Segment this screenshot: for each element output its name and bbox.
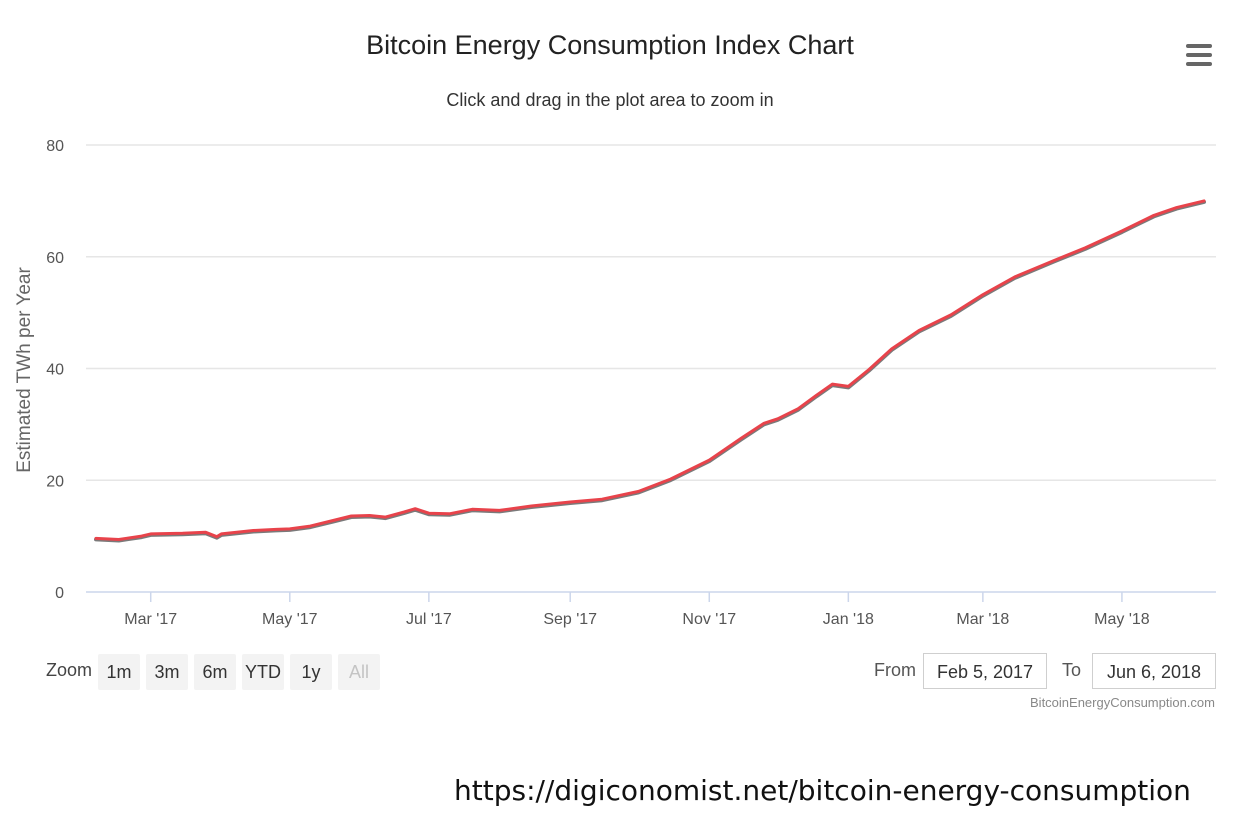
zoom-1m-button[interactable]: 1m [98, 654, 140, 690]
data-point[interactable] [1013, 275, 1016, 278]
x-tick-label: Mar '17 [124, 611, 177, 628]
data-point[interactable] [288, 527, 291, 530]
data-point[interactable] [332, 519, 335, 522]
data-point[interactable] [981, 293, 984, 296]
data-point[interactable] [149, 532, 152, 535]
data-point[interactable] [204, 531, 207, 534]
series-line[interactable] [94, 199, 1206, 541]
data-point[interactable] [140, 535, 143, 538]
chart-subtitle: Click and drag in the plot area to zoom … [446, 90, 774, 110]
range-from-input[interactable]: Feb 5, 2017 [923, 653, 1047, 689]
x-tick-label: May '17 [262, 611, 318, 628]
data-point[interactable] [831, 383, 834, 386]
data-point[interactable] [414, 507, 417, 510]
data-point[interactable] [427, 512, 430, 515]
data-point[interactable] [448, 512, 451, 515]
data-point[interactable] [309, 525, 312, 528]
y-tick-label: 60 [46, 250, 64, 267]
data-point[interactable] [601, 498, 604, 501]
chart-credit[interactable]: BitcoinEnergyConsumption.com [1030, 695, 1215, 710]
data-point[interactable] [95, 537, 98, 540]
series-group [94, 199, 1206, 543]
hamburger-menu-icon[interactable] [1186, 44, 1212, 70]
x-tick-label: Jan '18 [823, 611, 874, 628]
x-tick-label: May '18 [1094, 611, 1150, 628]
data-point[interactable] [368, 514, 371, 517]
data-point[interactable] [569, 501, 572, 504]
x-tick-label: Nov '17 [682, 611, 736, 628]
data-point[interactable] [890, 347, 893, 350]
data-point[interactable] [384, 516, 387, 519]
data-point[interactable] [815, 394, 818, 397]
chart-title: Bitcoin Energy Consumption Index Chart [366, 30, 854, 60]
x-tick-label: Sep '17 [543, 611, 597, 628]
y-axis-title: Estimated TWh per Year [14, 267, 35, 473]
data-point[interactable] [220, 532, 223, 535]
data-point[interactable] [669, 478, 672, 481]
data-point[interactable] [763, 422, 766, 425]
zoom-label: Zoom [46, 660, 93, 680]
data-point[interactable] [181, 532, 184, 535]
data-point[interactable] [1203, 199, 1206, 202]
x-tick-label: Mar '18 [956, 611, 1009, 628]
y-axis-ticks: 0 20 40 60 80 [46, 138, 64, 602]
zoom-6m-button[interactable]: 6m [194, 654, 236, 690]
data-point[interactable] [1084, 246, 1087, 249]
data-point[interactable] [498, 509, 501, 512]
y-tick-label: 80 [46, 138, 64, 155]
data-point[interactable] [1120, 230, 1123, 233]
data-point[interactable] [350, 515, 353, 518]
data-point[interactable] [949, 313, 952, 316]
chart-area[interactable]: 0 20 40 60 80 Mar '17 May '17 Jul '17 Sep '17 No… [0, 0, 1242, 650]
data-point[interactable] [402, 511, 405, 514]
x-axis: Mar '17 May '17 Jul '17 Sep '17 Nov '17 Jan '… [124, 592, 1150, 628]
data-point[interactable] [776, 417, 779, 420]
data-point[interactable] [847, 385, 850, 388]
data-point[interactable] [1152, 214, 1155, 217]
data-point[interactable] [740, 437, 743, 440]
data-point[interactable] [708, 459, 711, 462]
data-point[interactable] [275, 528, 278, 531]
data-point[interactable] [215, 535, 218, 538]
y-tick-label: 40 [46, 362, 64, 379]
grid-lines [86, 144, 1216, 593]
zoom-1y-button[interactable]: 1y [290, 654, 332, 690]
zoom-all-button[interactable]: All [338, 654, 380, 690]
data-point[interactable] [252, 529, 255, 532]
data-point[interactable] [637, 490, 640, 493]
data-point[interactable] [797, 407, 800, 410]
y-tick-label: 20 [46, 473, 64, 490]
zoom-3m-button[interactable]: 3m [146, 654, 188, 690]
zoom-ytd-button[interactable]: YTD [242, 654, 284, 690]
data-point[interactable] [918, 329, 921, 332]
range-to-input[interactable]: Jun 6, 2018 [1092, 653, 1216, 689]
data-point[interactable] [117, 538, 120, 541]
data-point[interactable] [867, 368, 870, 371]
data-point[interactable] [1052, 259, 1055, 262]
data-point[interactable] [1175, 206, 1178, 209]
range-to-label: To [1062, 660, 1082, 680]
series-line-shadow [94, 199, 1206, 543]
data-point[interactable] [530, 505, 533, 508]
x-tick-label: Jul '17 [406, 611, 452, 628]
source-url[interactable]: https://digiconomist.net/bitcoin-energy-… [454, 774, 1191, 807]
data-point[interactable] [471, 508, 474, 511]
y-tick-label: 0 [55, 585, 64, 602]
range-from-label: From [874, 660, 916, 680]
